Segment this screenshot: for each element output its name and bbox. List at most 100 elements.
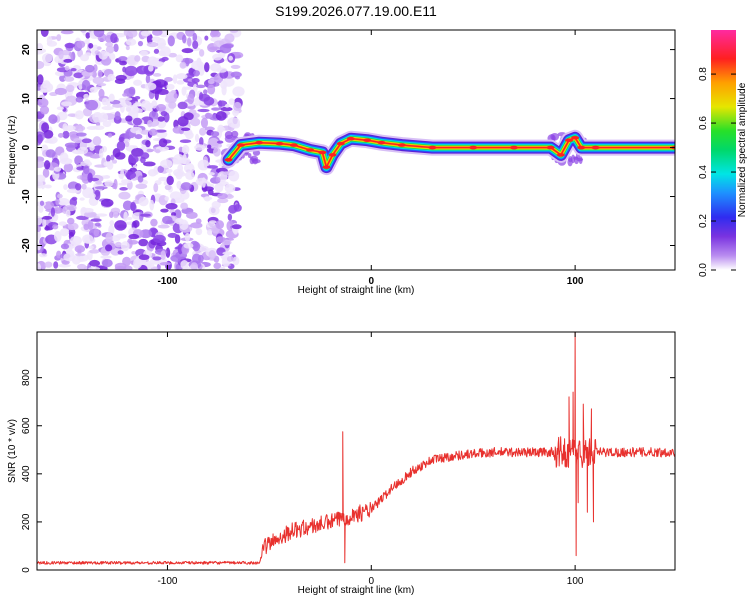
noise-blob xyxy=(179,139,192,144)
ridge-point xyxy=(377,140,386,145)
noise-blob xyxy=(58,221,67,226)
snr-series-line xyxy=(37,332,675,565)
noise-blob xyxy=(101,145,108,153)
colorbar-tick-label: 0.6 xyxy=(698,116,709,130)
noise-blob xyxy=(224,33,235,43)
noise-blob xyxy=(111,159,118,164)
noise-blob xyxy=(37,180,44,189)
spectrogram-frame xyxy=(36,29,676,271)
noise-blob xyxy=(181,86,187,96)
noise-blob xyxy=(73,125,86,132)
noise-blob xyxy=(52,224,59,230)
noise-blob xyxy=(53,166,62,172)
noise-blob xyxy=(105,232,113,243)
noise-blob xyxy=(124,141,130,148)
noise-blob xyxy=(62,130,70,139)
spectrogram-xtick-label: 0 xyxy=(369,276,375,287)
noise-blob xyxy=(164,196,169,201)
noise-blob xyxy=(95,181,102,185)
noise-blob xyxy=(63,76,75,82)
noise-blob xyxy=(37,74,44,85)
noise-blob xyxy=(140,30,152,37)
noise-blob xyxy=(204,35,209,41)
noise-blob xyxy=(203,89,208,95)
ridge-point xyxy=(591,145,600,150)
noise-blob xyxy=(133,220,140,228)
noise-blob xyxy=(187,93,195,105)
noise-blob xyxy=(153,61,164,67)
noise-blob xyxy=(207,144,212,149)
noise-blob xyxy=(231,224,242,230)
noise-blob xyxy=(104,180,114,187)
noise-blob xyxy=(125,45,130,51)
noise-blob xyxy=(81,79,91,91)
spectrogram-xtick-label: 100 xyxy=(567,276,584,287)
noise-blob xyxy=(146,148,154,153)
noise-blob xyxy=(97,69,103,78)
noise-blob xyxy=(44,225,50,231)
colorbar-tick-label: 0.8 xyxy=(698,67,709,81)
noise-blob xyxy=(150,218,158,227)
ridge-halo xyxy=(250,155,259,162)
noise-blob xyxy=(73,138,83,144)
noise-blob xyxy=(132,117,143,126)
noise-blob xyxy=(184,232,191,242)
noise-blob xyxy=(185,30,195,37)
noise-blob xyxy=(41,53,53,63)
noise-blob xyxy=(133,258,142,269)
noise-layer xyxy=(37,30,245,270)
noise-blob xyxy=(37,97,49,108)
noise-blob xyxy=(186,211,198,219)
noise-blob xyxy=(46,36,53,45)
noise-blob xyxy=(44,261,53,268)
noise-blob xyxy=(134,134,143,140)
noise-blob xyxy=(227,213,233,221)
noise-blob xyxy=(164,76,173,82)
noise-blob xyxy=(112,211,119,219)
ridge-halo xyxy=(247,152,252,159)
noise-blob xyxy=(131,147,144,157)
snr-panel: -100 0 100 0 200 400 600 800 Height of straight… xyxy=(7,331,676,596)
noise-blob xyxy=(135,183,148,190)
spectrogram-ytick-label: -10 xyxy=(21,189,32,204)
ridge-point xyxy=(509,145,518,150)
noise-blob xyxy=(204,62,210,73)
noise-blob xyxy=(157,116,165,122)
snr-frame xyxy=(36,331,676,571)
noise-blob xyxy=(88,42,94,49)
noise-blob xyxy=(195,228,203,236)
noise-blob xyxy=(68,131,79,138)
noise-blob xyxy=(192,40,199,50)
noise-blob xyxy=(229,30,239,33)
noise-blob xyxy=(179,157,191,165)
noise-blob xyxy=(64,204,77,212)
noise-blob xyxy=(215,236,225,243)
ridge-halo xyxy=(231,130,239,138)
noise-blob xyxy=(213,262,222,270)
noise-blob xyxy=(233,101,242,112)
noise-blob xyxy=(64,42,75,49)
noise-blob xyxy=(201,186,214,192)
noise-blob xyxy=(183,242,194,249)
colorbar-tick-label: 0.0 xyxy=(698,263,709,277)
noise-blob xyxy=(175,54,184,63)
noise-blob xyxy=(64,65,70,71)
noise-blob xyxy=(151,30,163,36)
noise-blob xyxy=(37,48,47,54)
noise-blob xyxy=(149,199,155,211)
noise-blob xyxy=(88,245,94,250)
noise-blob xyxy=(87,220,94,231)
spectrogram-ytick-label: 10 xyxy=(21,93,32,105)
noise-blob xyxy=(63,253,76,262)
spectrogram-xlabel: Height of straight line (km) xyxy=(298,285,415,296)
noise-blob xyxy=(147,169,158,177)
noise-blob xyxy=(158,176,169,182)
ridge-point xyxy=(275,141,284,146)
noise-blob xyxy=(219,44,232,54)
noise-blob xyxy=(193,70,200,77)
ridge-point xyxy=(318,150,327,155)
noise-blob xyxy=(100,255,112,259)
noise-blob xyxy=(112,183,117,189)
noise-blob xyxy=(166,175,174,186)
